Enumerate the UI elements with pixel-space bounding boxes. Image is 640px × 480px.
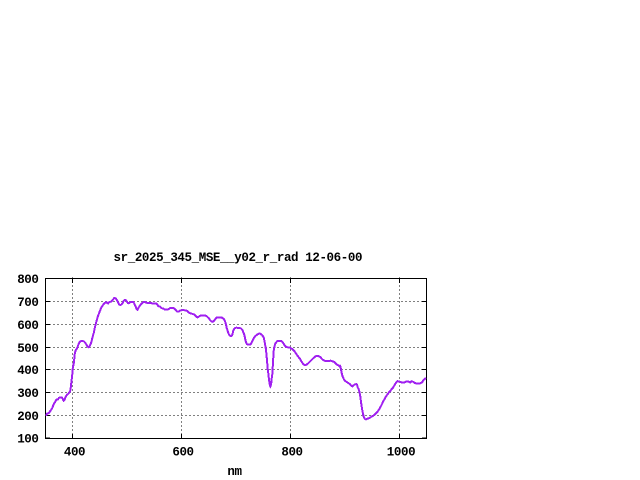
svg-text:200: 200 <box>17 410 38 424</box>
svg-text:300: 300 <box>17 387 38 401</box>
svg-text:600: 600 <box>17 319 38 333</box>
svg-text:500: 500 <box>17 342 38 356</box>
svg-text:400: 400 <box>64 446 85 460</box>
svg-text:sr_2025_345_MSE__y02_r_rad 12-: sr_2025_345_MSE__y02_r_rad 12-06-00 <box>114 251 363 265</box>
svg-text:600: 600 <box>172 446 193 460</box>
svg-text:1000: 1000 <box>387 446 415 460</box>
svg-text:800: 800 <box>281 446 302 460</box>
svg-text:400: 400 <box>17 364 38 378</box>
svg-text:800: 800 <box>17 273 38 287</box>
svg-text:100: 100 <box>17 432 38 446</box>
svg-text:700: 700 <box>17 296 38 310</box>
svg-text:nm: nm <box>227 465 242 479</box>
